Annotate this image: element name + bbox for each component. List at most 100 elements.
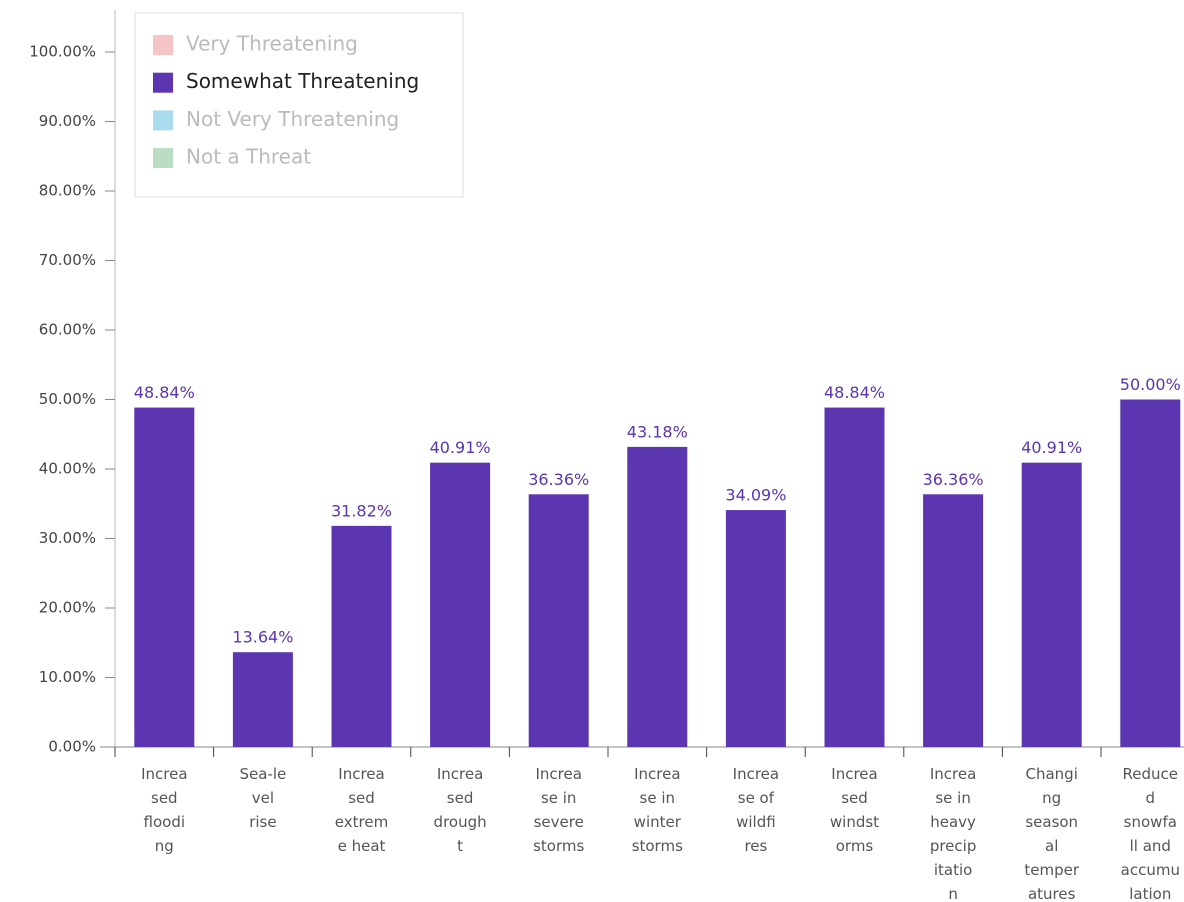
x-tick-label-line: Increa (930, 765, 976, 783)
y-tick-label: 10.00% (39, 668, 96, 686)
x-tick-label-line: t (457, 837, 463, 855)
legend-swatch (153, 35, 173, 55)
x-tick-label: Increa se in heavy precip itatio n (930, 765, 977, 902)
legend-label: Very Threatening (186, 32, 358, 56)
x-tick-label-line: orms (836, 837, 874, 855)
bar (430, 462, 491, 747)
bar (232, 652, 293, 747)
x-tick-label-line: ng (1042, 789, 1061, 807)
x-tick-label-line: itatio (934, 861, 972, 879)
value-label: 40.91% (430, 438, 491, 457)
x-tick-label: Changi ng season al temper atures (1024, 765, 1079, 902)
x-tick-label-line: Sea-le (240, 765, 287, 783)
x-tick-label-line: temper (1024, 861, 1079, 879)
x-tick-label-line: se in (640, 789, 676, 807)
x-tick-label: Increa sed windst orms (830, 765, 879, 855)
value-label: 43.18% (627, 422, 688, 441)
x-tick-label-line: storms (632, 837, 683, 855)
x-tick-label-line: sed (447, 789, 474, 807)
legend-label: Not a Threat (186, 145, 311, 169)
legend-label: Somewhat Threatening (186, 69, 419, 93)
x-tick-label-line: e heat (338, 837, 386, 855)
x-tick-label-line: ng (155, 837, 174, 855)
x-tick-label-line: lation (1129, 885, 1171, 902)
x-tick-label-line: vel (252, 789, 274, 807)
x-tick-label-line: season (1025, 813, 1078, 831)
x-tick-label-line: se of (738, 789, 775, 807)
x-tick-label-line: sed (348, 789, 375, 807)
x-tick-label-line: rise (249, 813, 276, 831)
bar (134, 407, 195, 747)
value-label: 36.36% (528, 470, 589, 489)
x-tick-label-line: atures (1028, 885, 1076, 902)
y-tick-label: 30.00% (39, 529, 96, 547)
value-label: 34.09% (725, 486, 786, 505)
x-tick-label-line: res (744, 837, 767, 855)
x-tick-label-line: extrem (335, 813, 388, 831)
x-tick-label: Reduce d snowfa ll and accumu lation (1121, 765, 1180, 902)
x-tick-label-line: d (1146, 789, 1156, 807)
x-tick-label-line: snowfa (1124, 813, 1177, 831)
bar (923, 494, 984, 747)
x-tick-label-line: Increa (634, 765, 680, 783)
value-label: 50.00% (1120, 375, 1181, 394)
legend-box (134, 12, 464, 198)
x-tick-label-line: se in (541, 789, 577, 807)
x-tick-label-line: al (1045, 837, 1058, 855)
value-label: 40.91% (1021, 438, 1082, 457)
bar (1021, 462, 1082, 747)
y-tick-label: 60.00% (39, 321, 96, 339)
value-label: 31.82% (331, 501, 392, 520)
x-tick-label: Sea-le vel rise (240, 765, 287, 831)
x-tick-label-line: Increa (338, 765, 384, 783)
value-label: 36.36% (923, 470, 984, 489)
x-tick-label-line: accumu (1121, 861, 1180, 879)
y-tick-label: 90.00% (39, 112, 96, 130)
x-tick-label: Increa se in winter storms (632, 765, 683, 855)
x-tick-label: Increa se in severe storms (533, 765, 584, 855)
x-tick-label-line: storms (533, 837, 584, 855)
value-label: 48.84% (134, 383, 195, 402)
legend-label: Not Very Threatening (186, 107, 399, 131)
bar (725, 510, 786, 747)
bar (1120, 399, 1181, 747)
x-tick-label-line: sed (841, 789, 868, 807)
x-tick-label-line: se in (935, 789, 971, 807)
y-tick-label: 70.00% (39, 251, 96, 269)
y-tick-label: 50.00% (39, 390, 96, 408)
legend-swatch (153, 72, 173, 93)
x-tick-label-line: ll and (1130, 837, 1171, 855)
bar (331, 525, 392, 747)
x-tick-label-line: Increa (535, 765, 581, 783)
x-tick-label: Increa sed floodi ng (141, 765, 187, 855)
x-tick-label-line: n (948, 885, 958, 902)
x-tick-label-line: Increa (733, 765, 779, 783)
bar (824, 407, 885, 747)
value-label: 13.64% (232, 628, 293, 647)
x-tick-label-line: Increa (437, 765, 483, 783)
x-tick-label-line: Reduce (1123, 765, 1178, 783)
x-tick-label-line: wildfi (736, 813, 776, 831)
y-tick-label: 80.00% (39, 182, 96, 200)
x-tick-label-line: floodi (144, 813, 186, 831)
x-tick-label: Increa sed extrem e heat (335, 765, 388, 855)
y-tick-label: 0.00% (48, 738, 96, 756)
x-tick-label-line: sed (151, 789, 178, 807)
legend-swatch (153, 148, 173, 169)
x-tick-label-line: drough (434, 813, 487, 831)
y-tick-label: 20.00% (39, 599, 96, 617)
x-tick-label-line: Increa (831, 765, 877, 783)
x-tick-label-line: windst (830, 813, 879, 831)
x-tick-label-line: severe (534, 813, 584, 831)
value-label: 48.84% (824, 383, 885, 402)
x-tick-label-line: Increa (141, 765, 187, 783)
bar (528, 494, 589, 747)
legend-swatch (153, 110, 173, 131)
y-tick-label: 100.00% (29, 43, 96, 61)
y-tick-label: 40.00% (39, 460, 96, 478)
bar (627, 446, 688, 747)
x-tick-label: Increa se of wildfi res (733, 765, 779, 855)
x-tick-label-line: winter (634, 813, 682, 831)
